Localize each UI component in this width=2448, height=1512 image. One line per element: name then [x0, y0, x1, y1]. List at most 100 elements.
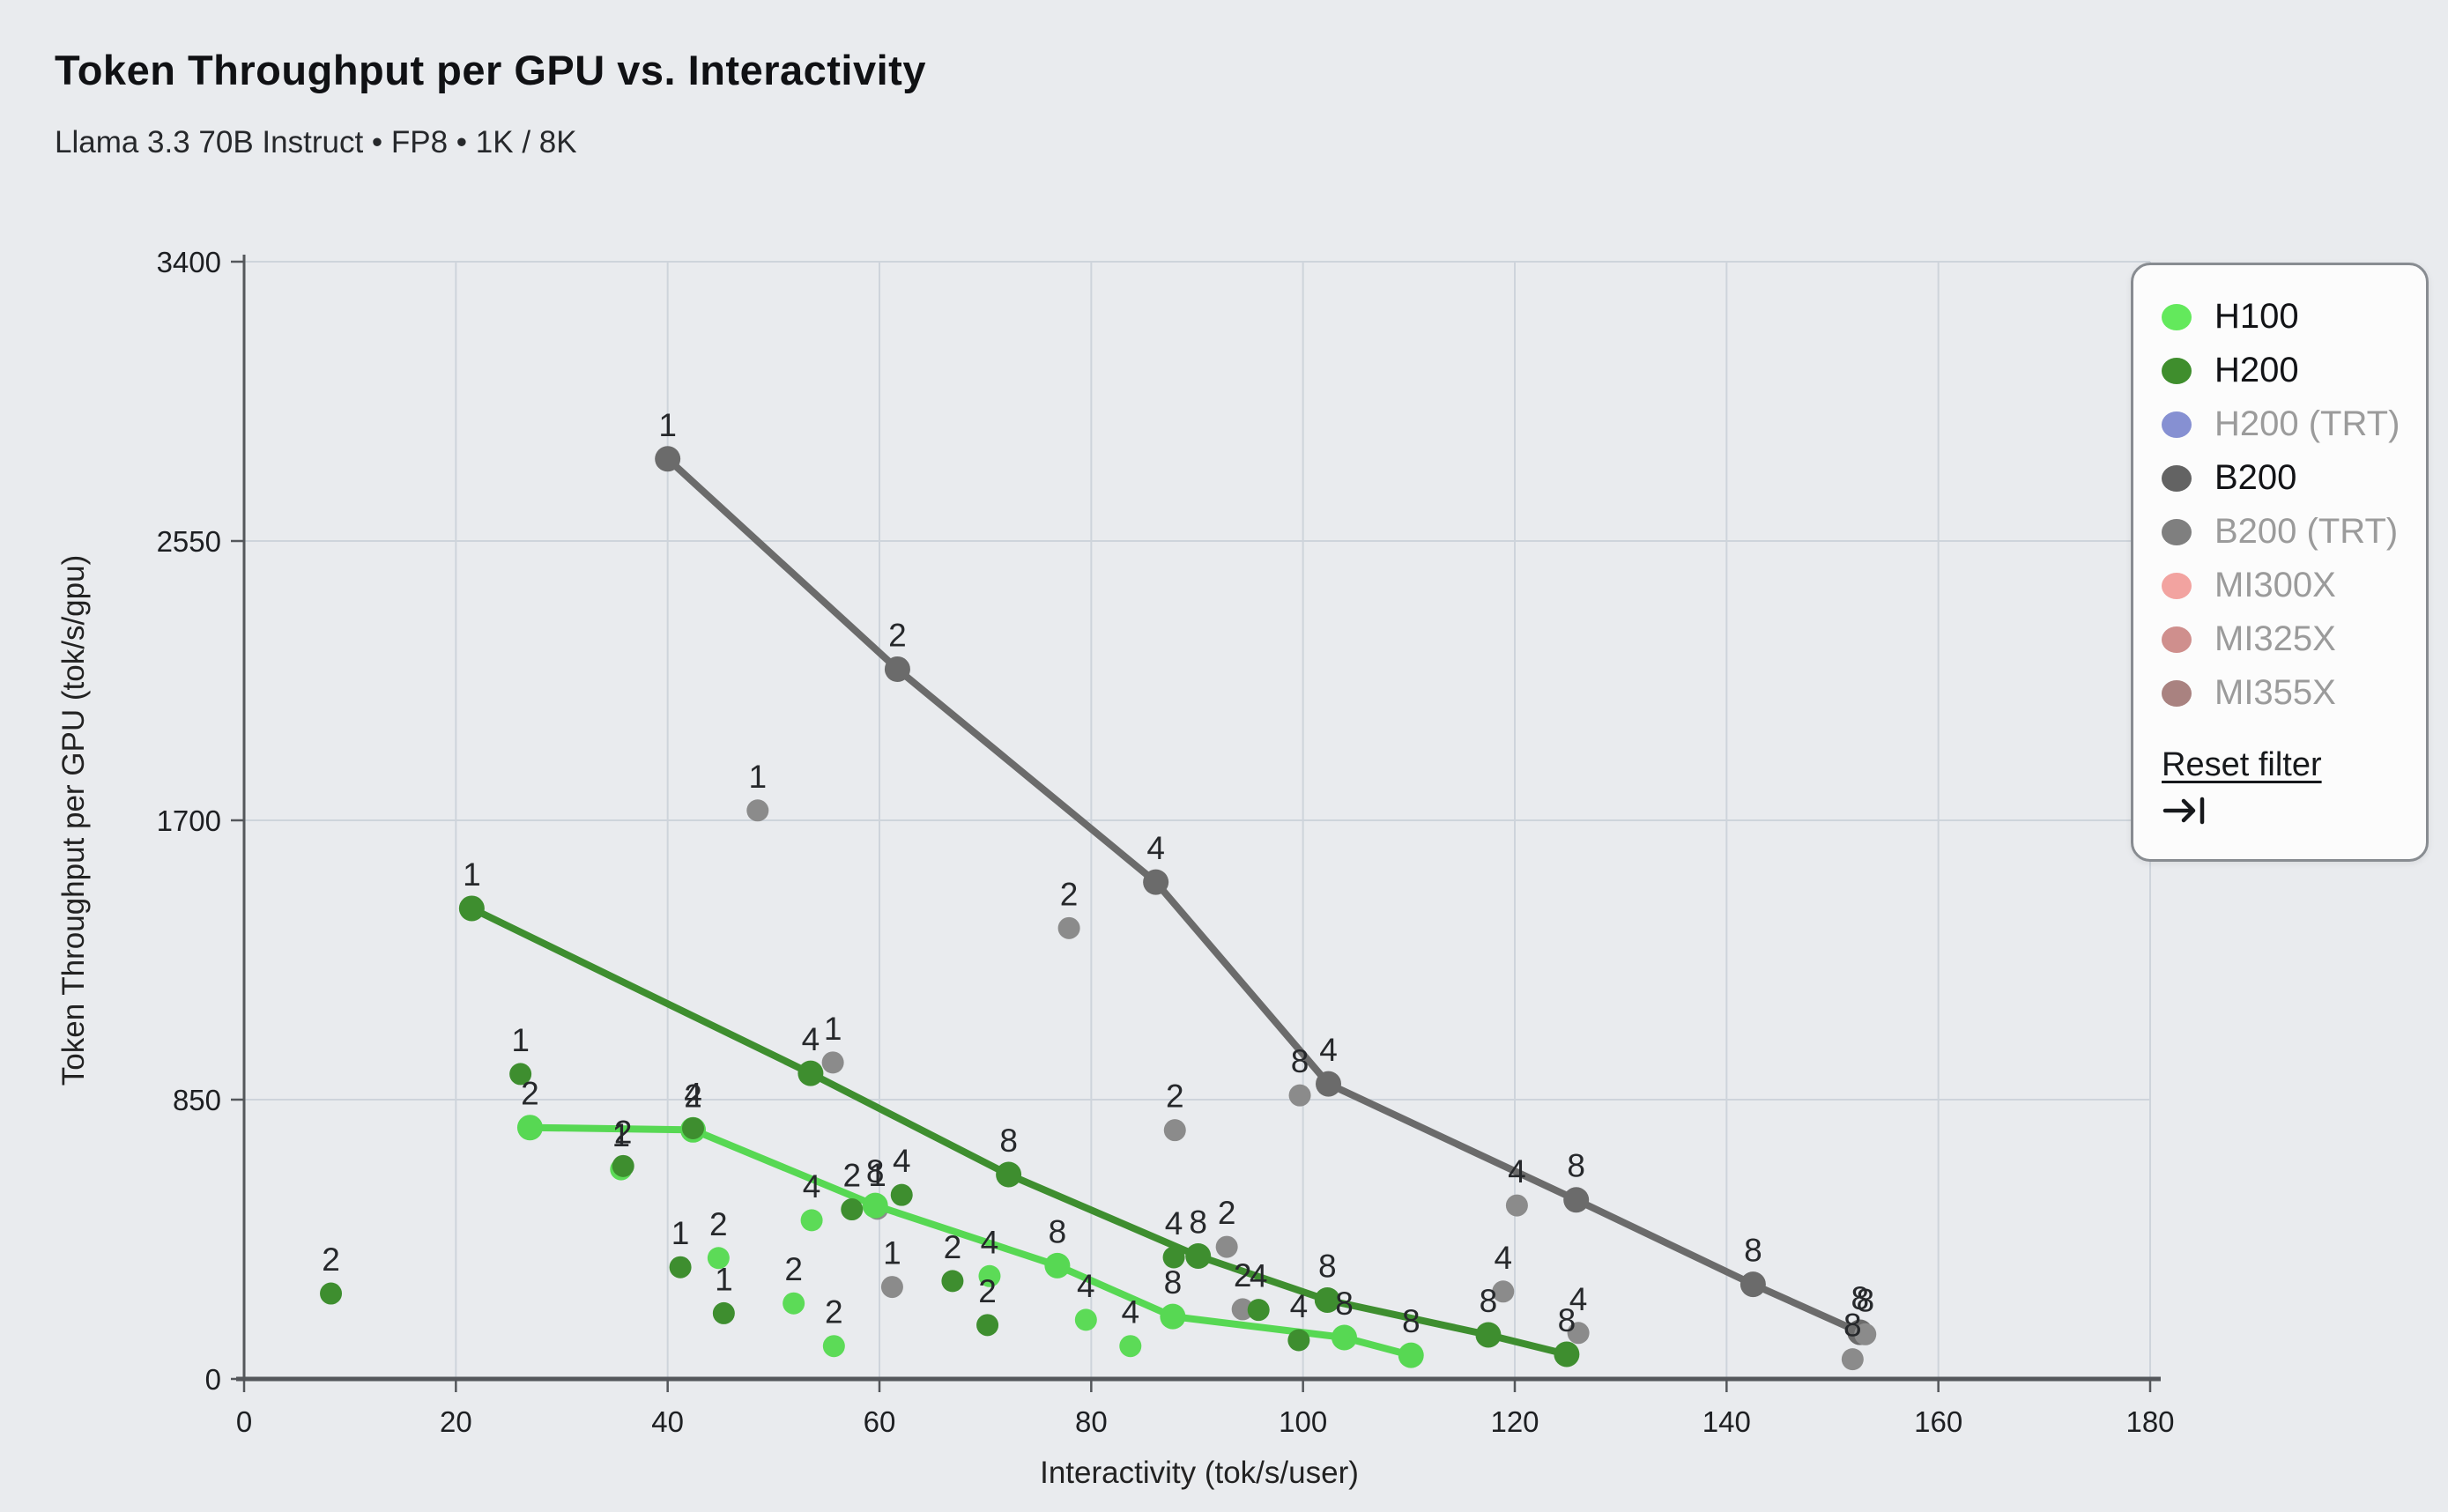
- point-label: 2: [825, 1294, 843, 1330]
- scatter-point-B200[interactable]: [1231, 1298, 1254, 1321]
- point-label: 1: [883, 1235, 901, 1271]
- chart-subtitle: Llama 3.3 70B Instruct • FP8 • 1K / 8K: [55, 125, 577, 159]
- legend-item-mi325x[interactable]: MI325X: [2162, 612, 2400, 666]
- scatter-point-H200[interactable]: [669, 1256, 692, 1279]
- scatter-point-H100[interactable]: [822, 1335, 845, 1358]
- line-point-H100[interactable]: [862, 1192, 888, 1219]
- point-label: 8: [999, 1123, 1018, 1159]
- scatter-point-B200[interactable]: [1163, 1119, 1186, 1142]
- scatter-point-H100[interactable]: [1074, 1308, 1097, 1331]
- point-label: 4: [1290, 1288, 1309, 1324]
- line-point-H200[interactable]: [458, 895, 485, 922]
- scatter-point-H200[interactable]: [1287, 1329, 1310, 1352]
- point-label: 8: [1744, 1233, 1762, 1269]
- collapse-legend-icon[interactable]: [2162, 793, 2207, 833]
- line-point-B200[interactable]: [884, 656, 910, 682]
- point-label: 8: [1567, 1148, 1585, 1184]
- point-label: 2: [1234, 1257, 1252, 1293]
- line-point-B200[interactable]: [1316, 1071, 1342, 1097]
- scatter-point-B200[interactable]: [1854, 1323, 1877, 1345]
- line-point-B200[interactable]: [1740, 1271, 1766, 1298]
- point-label: 1: [612, 1117, 631, 1153]
- legend-item-label: B200: [2214, 458, 2297, 497]
- scatter-point-H100[interactable]: [1119, 1335, 1142, 1358]
- scatter-point-H200[interactable]: [841, 1198, 864, 1221]
- legend-item-mi355x[interactable]: MI355X: [2162, 666, 2400, 720]
- line-point-H100[interactable]: [1160, 1303, 1186, 1330]
- legend-item-b200[interactable]: B200: [2162, 451, 2400, 505]
- scatter-point-B200[interactable]: [1057, 916, 1080, 939]
- scatter-point-H200[interactable]: [612, 1154, 634, 1177]
- scatter-point-H100[interactable]: [783, 1292, 805, 1315]
- reset-filter-link[interactable]: Reset filter: [2162, 746, 2322, 783]
- legend-swatch-icon: [2162, 679, 2192, 707]
- line-point-B200[interactable]: [655, 446, 681, 472]
- line-point-H100[interactable]: [1332, 1324, 1358, 1351]
- legend: H100 H200 H200 (TRT) B200 B200 (TRT) MI300X MI…: [2131, 263, 2429, 862]
- scatter-point-B200[interactable]: [1841, 1348, 1864, 1371]
- scatter-point-H200[interactable]: [976, 1314, 999, 1337]
- line-point-H100[interactable]: [1398, 1342, 1424, 1368]
- line-point-H200[interactable]: [1554, 1341, 1580, 1367]
- scatter-point-H200[interactable]: [890, 1183, 913, 1206]
- point-label: 8: [1049, 1213, 1067, 1249]
- x-tick-label: 40: [651, 1405, 684, 1438]
- line-point-H200[interactable]: [996, 1161, 1022, 1188]
- scatter-point-B200[interactable]: [1567, 1322, 1590, 1345]
- line-point-H100[interactable]: [516, 1115, 543, 1141]
- legend-item-h200-trt-[interactable]: H200 (TRT): [2162, 397, 2400, 451]
- scatter-point-H200[interactable]: [712, 1301, 735, 1324]
- line-point-H200[interactable]: [1475, 1322, 1502, 1348]
- point-label: 4: [1146, 830, 1165, 866]
- point-label: 1: [463, 856, 481, 893]
- x-tick-label: 180: [2125, 1405, 2174, 1438]
- point-label: 2: [978, 1273, 997, 1309]
- scatter-point-H200[interactable]: [509, 1063, 532, 1086]
- point-label: 8: [1843, 1308, 1862, 1344]
- legend-item-b200-trt-[interactable]: B200 (TRT): [2162, 505, 2400, 559]
- x-tick-label: 140: [1702, 1405, 1751, 1438]
- point-label: 4: [1165, 1205, 1183, 1241]
- legend-item-h200[interactable]: H200: [2162, 344, 2400, 397]
- scatter-point-H100[interactable]: [978, 1264, 1001, 1287]
- scatter-point-H200[interactable]: [320, 1282, 343, 1305]
- x-tick-label: 80: [1075, 1405, 1108, 1438]
- line-point-B200[interactable]: [1143, 869, 1169, 895]
- scatter-point-B200[interactable]: [1288, 1084, 1311, 1107]
- scatter-point-B200[interactable]: [821, 1051, 844, 1074]
- scatter-point-B200[interactable]: [1505, 1194, 1528, 1217]
- point-label: 8: [1480, 1283, 1498, 1319]
- scatter-point-H200[interactable]: [941, 1270, 964, 1293]
- line-point-B200[interactable]: [1563, 1187, 1590, 1213]
- point-label: 1: [824, 1011, 842, 1047]
- scatter-point-H100[interactable]: [707, 1247, 730, 1270]
- scatter-point-B200[interactable]: [746, 799, 769, 822]
- y-tick-label: 1700: [157, 804, 221, 837]
- x-tick-label: 60: [864, 1405, 896, 1438]
- scatter-point-B200[interactable]: [1215, 1235, 1238, 1258]
- point-label: 8: [1318, 1248, 1337, 1284]
- point-label: 8: [866, 1153, 885, 1190]
- point-label: 4: [803, 1168, 821, 1204]
- legend-swatch-icon: [2162, 464, 2192, 492]
- legend-item-h100[interactable]: H100: [2162, 290, 2400, 344]
- line-point-H200[interactable]: [1185, 1243, 1212, 1270]
- point-label: 8: [1856, 1282, 1874, 1318]
- scatter-point-H200[interactable]: [682, 1116, 705, 1139]
- legend-item-label: H200: [2214, 351, 2299, 389]
- legend-item-mi300x[interactable]: MI300X: [2162, 559, 2400, 612]
- point-label: 2: [521, 1076, 539, 1112]
- line-point-H200[interactable]: [797, 1060, 824, 1086]
- scatter-point-B200[interactable]: [1492, 1280, 1515, 1303]
- line-point-H200[interactable]: [1314, 1286, 1340, 1313]
- scatter-point-H200[interactable]: [1247, 1299, 1270, 1322]
- point-label: 1: [749, 759, 768, 795]
- line-point-H100[interactable]: [1044, 1252, 1071, 1279]
- scatter-point-B200[interactable]: [880, 1276, 903, 1299]
- scatter-point-H100[interactable]: [800, 1209, 823, 1232]
- scatter-point-H200[interactable]: [1162, 1246, 1185, 1269]
- point-label: 8: [1291, 1043, 1309, 1079]
- point-label: 4: [1569, 1281, 1588, 1317]
